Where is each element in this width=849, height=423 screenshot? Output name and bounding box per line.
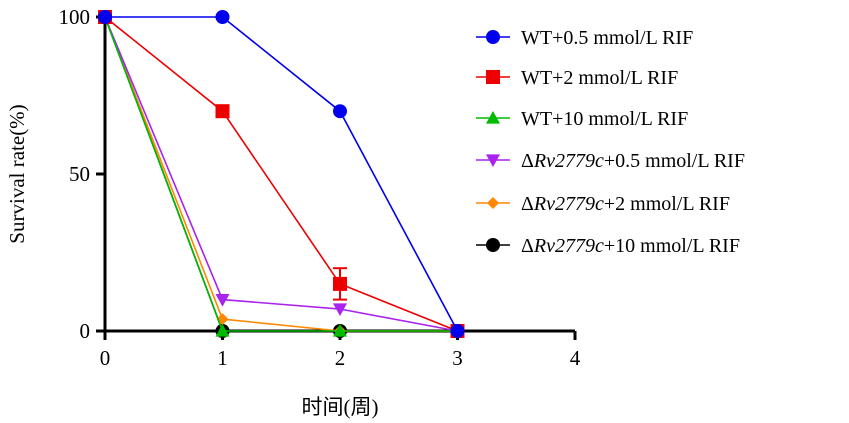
legend-marker — [487, 197, 499, 209]
data-point — [333, 324, 347, 337]
data-point — [98, 10, 112, 24]
data-point — [333, 276, 347, 291]
series-WT-0.5-mmol-L-RIF — [98, 10, 465, 338]
legend-label-part: +2 mmol/L RIF — [604, 193, 730, 215]
series--Rv2779c-10-mmol-L-RIF — [98, 10, 465, 338]
legend-item: WT+0.5 mmol/L RIF — [476, 27, 693, 49]
legend-marker — [486, 30, 500, 44]
legend-label-part: WT+0.5 mmol/L RIF — [521, 27, 693, 49]
x-axis-label: 时间(周) — [302, 395, 379, 419]
series-line — [104, 16, 458, 332]
legend-label-part: Rv2779c — [533, 150, 604, 172]
y-tick-label: 0 — [80, 319, 91, 343]
y-tick-label: 100 — [59, 5, 91, 29]
legend-item: ΔRv2779c+10 mmol/L RIF — [476, 235, 740, 257]
x-tick-label: 2 — [335, 346, 346, 370]
legend-label: WT+2 mmol/L RIF — [521, 67, 678, 89]
legend-label-part: WT+2 mmol/L RIF — [521, 67, 678, 89]
data-point — [215, 104, 230, 119]
data-point — [215, 324, 230, 337]
legend: WT+0.5 mmol/L RIF WT+2 mmol/L RIF WT+10 mm… — [476, 27, 745, 257]
series--Rv2779c-0.5-mmol-L-RIF — [98, 11, 465, 338]
y-tick-label: 50 — [69, 162, 90, 186]
x-tick-label: 0 — [100, 346, 111, 370]
legend-label-part: Δ — [521, 193, 534, 215]
legend-marker — [486, 111, 500, 124]
legend-marker — [486, 238, 500, 252]
legend-marker — [486, 154, 500, 167]
legend-label: WT+0.5 mmol/L RIF — [521, 27, 693, 49]
legend-marker — [486, 70, 500, 84]
legend-item: WT+2 mmol/L RIF — [476, 67, 678, 89]
y-axis-label: Survival rate(%) — [5, 104, 29, 243]
legend-label-part: +0.5 mmol/L RIF — [604, 150, 745, 172]
data-point — [215, 294, 230, 307]
x-tick-label: 1 — [217, 346, 228, 370]
series-WT-10-mmol-L-RIF — [98, 10, 465, 337]
legend-item: ΔRv2779c+2 mmol/L RIF — [476, 193, 730, 215]
legend-label: WT+10 mmol/L RIF — [521, 108, 688, 130]
legend-label: ΔRv2779c+0.5 mmol/L RIF — [521, 150, 745, 172]
data-point — [450, 324, 465, 338]
x-tick-label: 4 — [570, 346, 581, 370]
legend-label-part: Δ — [521, 150, 534, 172]
series-line — [105, 16, 459, 332]
legend-label-part: Δ — [521, 235, 534, 257]
legend-item: WT+10 mmol/L RIF — [476, 108, 688, 130]
series-WT-2-mmol-L-RIF — [98, 10, 465, 338]
legend-label: ΔRv2779c+2 mmol/L RIF — [521, 193, 730, 215]
series--Rv2779c-2-mmol-L-RIF — [99, 11, 464, 337]
data-point — [215, 10, 230, 24]
legend-label-part: Rv2779c — [533, 193, 604, 215]
legend-item: ΔRv2779c+0.5 mmol/L RIF — [476, 150, 745, 172]
legend-label: ΔRv2779c+10 mmol/L RIF — [521, 235, 740, 257]
legend-label-part: Rv2779c — [533, 235, 604, 257]
x-tick-label: 3 — [452, 346, 463, 370]
legend-label-part: +10 mmol/L RIF — [604, 235, 740, 257]
series-line — [104, 16, 458, 332]
series-line — [104, 16, 458, 332]
legend-label-part: WT+10 mmol/L RIF — [521, 108, 688, 130]
data-point — [333, 303, 347, 317]
data-point — [333, 104, 347, 119]
